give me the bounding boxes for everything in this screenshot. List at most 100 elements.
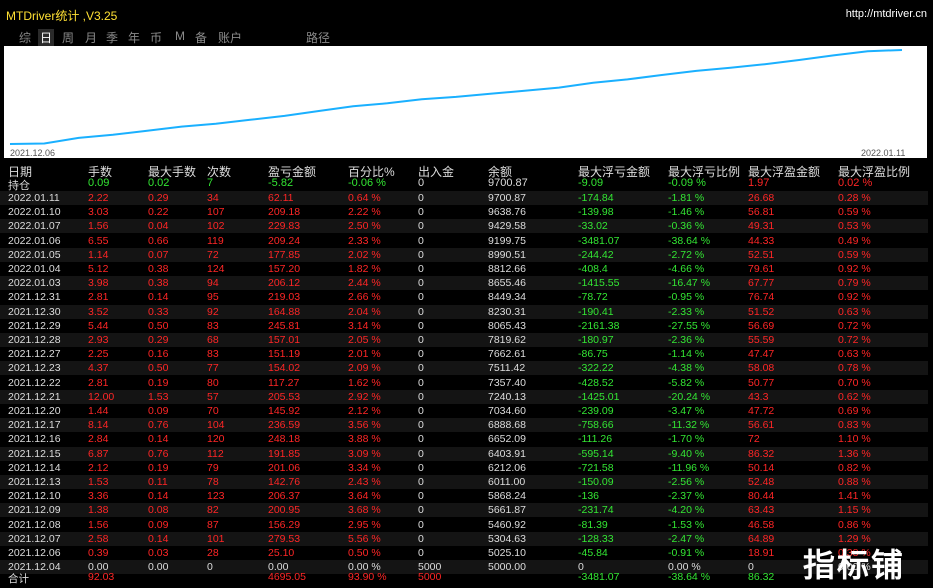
cell-max_lots: 0.29	[148, 192, 169, 204]
header-max_gain[interactable]: 最大浮盈金额	[748, 165, 821, 179]
cell-pct: 3.09 %	[348, 447, 381, 460]
title-bar: MTDriver统计 ,V3.25 http://mtdriver.cn	[0, 0, 933, 26]
cell-lots: 2.81	[88, 291, 109, 304]
cell-lots: 2.22	[88, 192, 109, 204]
tab-1[interactable]: 日	[38, 29, 55, 46]
cell-io: 0	[418, 390, 424, 403]
cell-count: 102	[207, 220, 225, 233]
cell-max_lots: 0.04	[148, 220, 169, 233]
cell-max_lots: 0.33	[148, 305, 169, 318]
header-count[interactable]: 次数	[207, 165, 232, 179]
cell-count: 78	[207, 476, 219, 488]
tab-10[interactable]: 路径	[306, 31, 331, 45]
chart-end-date: 2022.01.11	[861, 148, 906, 158]
cell-pnl: 157.20	[268, 263, 301, 275]
cell-max_gain: 47.72	[748, 405, 775, 417]
cell-max_loss_pct: -0.09 %	[668, 177, 706, 189]
cell-lots: 1.56	[88, 518, 109, 531]
cell-max_lots: 0.19	[148, 376, 169, 389]
header-pct[interactable]: 百分比%	[348, 165, 395, 179]
cell-max_gain_pct: 0.88 %	[838, 476, 871, 488]
header-io[interactable]: 出入金	[418, 165, 455, 179]
cell-max_lots: 0.03	[148, 547, 169, 559]
cell-max_gain: 26.68	[748, 192, 775, 204]
cell-balance: 6888.68	[488, 419, 526, 432]
cell-balance: 9199.75	[488, 234, 526, 247]
cell-io: 0	[418, 518, 424, 531]
cell-pct: 3.14 %	[348, 319, 381, 332]
tab-3[interactable]: 月	[85, 31, 98, 45]
cell-max_gain: 52.51	[748, 248, 775, 261]
cell-pnl: 0.00	[268, 561, 289, 574]
header-max_loss[interactable]: 最大浮亏金额	[578, 165, 651, 179]
cell-max_loss_pct: -2.36 %	[668, 334, 705, 346]
tab-4[interactable]: 季	[106, 31, 119, 45]
cell-max_loss_pct: 0.00 %	[668, 561, 701, 574]
cell-max_gain: 47.47	[748, 348, 775, 361]
cell-max_loss_pct: -9.40 %	[668, 447, 705, 460]
cell-max_gain: 50.77	[748, 376, 775, 389]
table-row: 2021.12.22 2.81 0.19 80 117.27 1.62 % 0 7357.40…	[0, 376, 933, 390]
tab-0[interactable]: 综	[19, 31, 32, 45]
cell-max_loss_pct: -38.64 %	[668, 234, 711, 247]
table-row: 2021.12.10 3.36 0.14 123 206.37 3.64 % 0 5868.2…	[0, 489, 933, 503]
total-row: 合计 92.03 4695.05 93.90 % 5000 -3481.07 -38.64 …	[0, 569, 933, 585]
right-scrollbar-edge[interactable]	[928, 46, 933, 588]
cell-lots: 0.09	[88, 177, 110, 189]
cell-io: 0	[418, 220, 424, 233]
header-balance[interactable]: 余额	[488, 165, 513, 179]
total-io: 5000	[418, 571, 442, 583]
table-row: 2021.12.23 4.37 0.50 77 154.02 2.09 % 0 7511.42…	[0, 361, 933, 376]
cell-max_lots: 0.09	[148, 518, 169, 531]
table-row: 2022.01.07 1.56 0.04 102 229.83 2.50 % 0 9429.5…	[0, 219, 933, 234]
cell-max_gain_pct: 0.78 %	[838, 362, 871, 375]
cell-max_gain: 76.74	[748, 291, 775, 304]
cell-io: 0	[418, 419, 424, 432]
cell-max_gain_pct: 0.63 %	[838, 305, 871, 318]
cell-date: 2021.12.15	[8, 447, 61, 460]
cell-max_lots: 0.07	[148, 248, 169, 261]
tab-8[interactable]: 备	[195, 31, 208, 45]
cell-count: 0	[207, 561, 213, 574]
cell-date: 2022.01.05	[8, 248, 61, 261]
cell-pnl: 209.18	[268, 206, 301, 219]
header-max_gain_pct[interactable]: 最大浮盈比例	[838, 165, 911, 179]
cell-count: 82	[207, 504, 219, 517]
cell-max_loss_pct: -27.55 %	[668, 319, 711, 332]
cell-pct: 0.00 %	[348, 561, 381, 574]
cell-max_loss: -231.74	[578, 504, 614, 517]
tab-9[interactable]: 账户	[218, 31, 243, 45]
table-row: 2022.01.04 5.12 0.38 124 157.20 1.82 % 0 8812.6…	[0, 262, 933, 276]
tab-6[interactable]: 币	[150, 31, 163, 45]
website-link[interactable]: http://mtdriver.cn	[845, 8, 927, 20]
cell-pct: 2.22 %	[348, 206, 381, 219]
cell-max_loss_pct: -1.14 %	[668, 348, 705, 361]
header-date[interactable]: 日期	[8, 165, 33, 179]
header-max_lots[interactable]: 最大手数	[148, 165, 197, 179]
cell-max_lots: 0.38	[148, 277, 169, 290]
cell-pct: 2.33 %	[348, 234, 381, 247]
table-row: 2021.12.21 12.00 1.53 57 205.53 2.92 % 0 7240.1…	[0, 389, 933, 404]
cell-count: 119	[207, 234, 224, 247]
cell-max_loss: -45.84	[578, 547, 608, 559]
cell-max_lots: 0.38	[148, 263, 169, 275]
tab-2[interactable]: 周	[62, 31, 75, 45]
cell-max_gain: 63.43	[748, 504, 775, 517]
header-lots[interactable]: 手数	[88, 165, 113, 179]
cell-max_lots: 0.50	[148, 362, 169, 375]
cell-pnl: 236.59	[268, 419, 301, 432]
cell-count: 72	[207, 248, 219, 261]
cell-balance: 9700.87	[488, 177, 528, 189]
cell-balance: 7819.62	[488, 334, 526, 346]
cell-pct: 3.88 %	[348, 433, 381, 446]
header-pnl[interactable]: 盈亏金额	[268, 165, 317, 179]
cell-lots: 12.00	[88, 390, 115, 403]
cell-max_gain_pct: 0.83 %	[838, 419, 871, 432]
tab-7[interactable]: M	[175, 29, 185, 43]
cell-date: 2022.01.04	[8, 263, 61, 275]
period-tabs: 综日周月季年币 M 备账户 路径	[0, 26, 933, 46]
cell-max_lots: 0.76	[148, 419, 169, 432]
header-max_loss_pct[interactable]: 最大浮亏比例	[668, 165, 741, 179]
tab-5[interactable]: 年	[128, 31, 141, 45]
total-max_loss_pct: -38.64 %	[668, 571, 711, 583]
